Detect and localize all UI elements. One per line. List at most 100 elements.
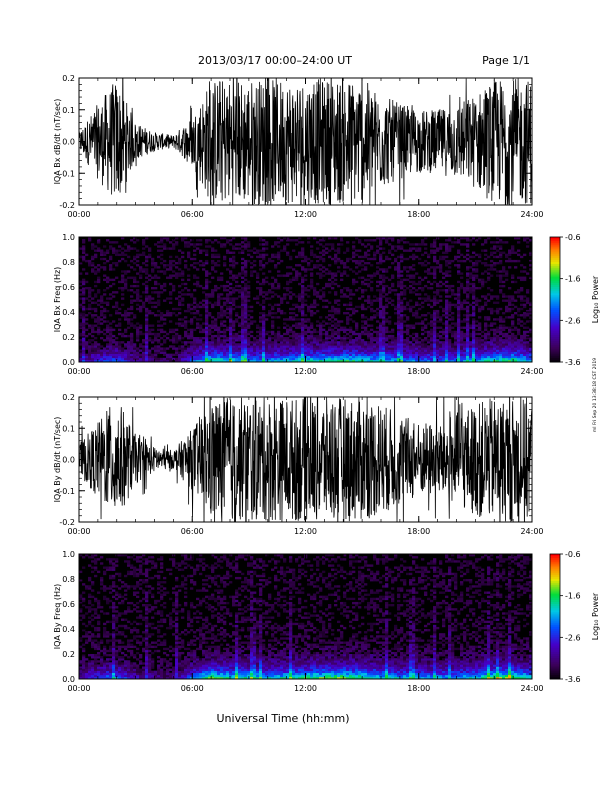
spectrogram-cell: [202, 351, 206, 354]
spectrogram-cell: [472, 293, 476, 296]
spectrogram-cell: [460, 332, 464, 336]
spectrogram-cell: [457, 297, 461, 300]
spectrogram-cell: [127, 318, 131, 321]
spectrogram-cell: [451, 332, 455, 336]
spectrogram-cell: [526, 337, 530, 340]
spectrogram-cell: [523, 343, 527, 346]
spectrogram-cell: [472, 324, 476, 327]
y-tick-label: 0.0: [62, 456, 75, 465]
spectrogram-cell: [88, 312, 92, 315]
spectrogram-cell: [265, 276, 269, 279]
spectrogram-cell: [142, 305, 146, 309]
spectrogram-cell: [139, 345, 143, 348]
spectrogram-cell: [121, 297, 125, 300]
spectrogram-cell: [517, 259, 521, 263]
spectrogram-cell: [367, 337, 371, 340]
spectrogram-cell: [262, 322, 266, 325]
spectrogram-cell: [142, 243, 146, 246]
spectrogram-cell: [517, 318, 521, 321]
spectrogram-cell: [133, 343, 137, 346]
spectrogram-cell: [430, 355, 434, 359]
spectrogram-cell: [259, 282, 263, 286]
spectrogram-cell: [325, 251, 329, 254]
spectrogram-cell: [112, 241, 116, 244]
spectrogram-cell: [133, 278, 137, 282]
spectrogram-cell: [442, 355, 446, 359]
spectrogram-cell: [403, 289, 407, 292]
spectrogram-cell: [439, 347, 443, 350]
spectrogram-cell: [439, 268, 443, 271]
spectrogram-cell: [331, 237, 335, 240]
spectrogram-cell: [424, 276, 428, 279]
spectrogram-cell: [91, 339, 95, 342]
spectrogram-cell: [448, 262, 452, 265]
spectrogram-cell: [385, 237, 389, 240]
spectrogram-cell: [283, 249, 287, 252]
spectrogram-cell: [523, 253, 527, 257]
spectrogram-cell: [451, 303, 455, 307]
spectrogram-cell: [115, 262, 119, 265]
spectrogram-cell: [457, 355, 461, 359]
spectrogram-cell: [421, 341, 425, 344]
spectrogram-cell: [328, 347, 332, 350]
spectrogram-cell: [313, 255, 317, 259]
spectrogram-cell: [343, 295, 347, 298]
spectrogram-cell: [328, 322, 332, 325]
spectrogram-cell: [94, 295, 98, 298]
spectrogram-cell: [289, 351, 293, 354]
spectrogram-cell: [376, 297, 380, 300]
spectrogram-cell: [253, 351, 257, 354]
spectrogram-cell: [388, 349, 392, 352]
spectrogram-cell: [220, 347, 224, 350]
spectrogram-cell: [349, 343, 353, 346]
spectrogram-cell: [346, 259, 350, 263]
spectrogram-cell: [511, 247, 515, 250]
spectrogram-cell: [319, 316, 323, 319]
spectrogram-cell: [376, 339, 380, 342]
spectrogram-cell: [499, 307, 503, 311]
spectrogram-cell: [460, 326, 464, 329]
spectrogram-cell: [355, 337, 359, 340]
spectrogram-cell: [457, 357, 461, 361]
spectrogram-cell: [103, 293, 107, 296]
spectrogram-cell: [475, 270, 479, 273]
spectrogram-cell: [208, 245, 212, 248]
spectrogram-cell: [367, 274, 371, 277]
spectrogram-cell: [442, 282, 446, 286]
spectrogram-cell: [469, 291, 473, 294]
spectrogram-cell: [97, 241, 101, 244]
spectrogram-cell: [229, 270, 233, 273]
spectrogram-cell: [427, 357, 431, 361]
spectrogram-cell: [397, 326, 401, 329]
spectrogram-cell: [241, 287, 245, 290]
spectrogram-cell: [235, 247, 239, 250]
spectrogram-cell: [145, 341, 149, 344]
spectrogram-cell: [94, 347, 98, 350]
spectrogram-cell: [277, 357, 281, 361]
spectrogram-cell: [445, 255, 449, 259]
spectrogram-cell: [187, 334, 191, 338]
spectrogram-cell: [259, 249, 263, 252]
spectrogram-cell: [517, 320, 521, 323]
spectrogram-cell: [325, 305, 329, 309]
spectrogram-cell: [241, 355, 245, 359]
spectrogram-cell: [241, 301, 245, 304]
spectrogram-cell: [91, 343, 95, 346]
spectrogram-cell: [304, 274, 308, 277]
spectrogram-cell: [505, 307, 509, 311]
spectrogram-cell: [334, 347, 338, 350]
spectrogram-cell: [268, 312, 272, 315]
spectrogram-cell: [499, 241, 503, 244]
spectrogram-cell: [226, 357, 230, 361]
spectrogram-cell: [244, 284, 248, 288]
spectrogram-cell: [337, 322, 341, 325]
spectrogram-cell: [319, 328, 323, 332]
spectrogram-cell: [211, 324, 215, 327]
spectrogram-cell: [142, 355, 146, 359]
spectrogram-cell: [196, 349, 200, 352]
spectrogram-cell: [103, 266, 107, 269]
spectrogram-cell: [232, 307, 236, 311]
spectrogram-cell: [190, 343, 194, 346]
spectrogram-cell: [193, 337, 197, 340]
spectrogram-cell: [178, 295, 182, 298]
